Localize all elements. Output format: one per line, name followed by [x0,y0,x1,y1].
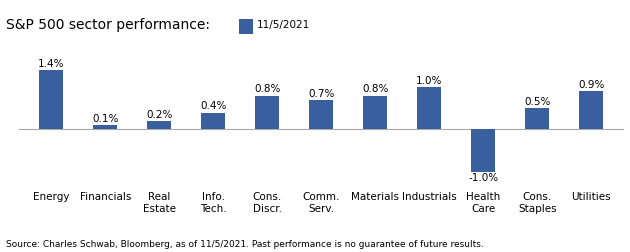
Bar [471,130,495,172]
Text: 0.8%: 0.8% [254,84,280,94]
Bar [93,125,117,130]
Text: 11/5/2021: 11/5/2021 [257,20,311,30]
Text: 1.0%: 1.0% [416,76,442,86]
Text: Source: Charles Schwab, Bloomberg, as of 11/5/2021. Past performance is no guara: Source: Charles Schwab, Bloomberg, as of… [6,240,484,249]
Text: 0.7%: 0.7% [308,88,335,99]
Bar [39,70,64,130]
Text: 0.8%: 0.8% [362,84,389,94]
Bar [579,91,604,130]
Text: S&P 500 sector performance:: S&P 500 sector performance: [6,18,210,32]
Bar [417,87,442,130]
Bar [201,112,226,130]
Bar [255,96,280,130]
Bar [363,96,387,130]
Text: 1.4%: 1.4% [38,59,64,69]
Text: 0.1%: 0.1% [92,114,118,124]
Text: 0.2%: 0.2% [146,110,173,120]
Text: 0.9%: 0.9% [578,80,605,90]
Text: -1.0%: -1.0% [468,173,498,183]
Bar [147,121,171,130]
Text: 0.4%: 0.4% [200,101,227,111]
Text: 0.5%: 0.5% [524,97,551,107]
Bar [309,100,333,130]
Bar [525,108,549,130]
